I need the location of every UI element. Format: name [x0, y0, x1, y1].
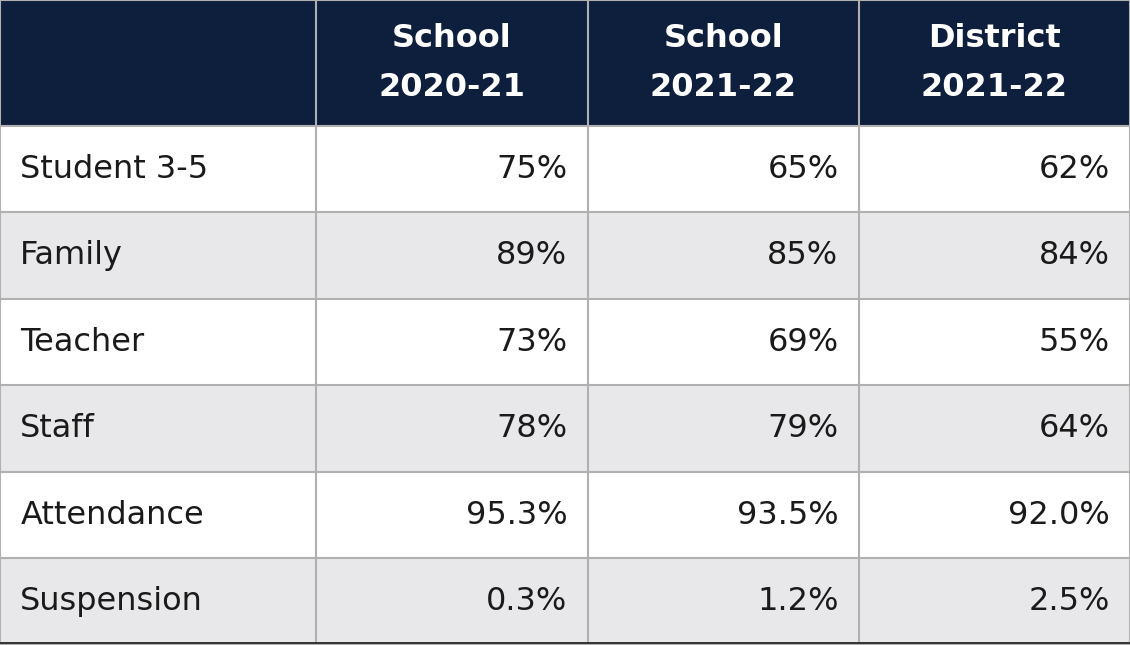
Bar [859, 126, 1130, 212]
Text: 62%: 62% [1038, 154, 1110, 184]
Text: School: School [663, 23, 783, 54]
Bar [0, 0, 316, 126]
Text: 2021-22: 2021-22 [921, 72, 1068, 103]
Text: 69%: 69% [767, 326, 838, 357]
Bar [0, 212, 316, 299]
Bar [316, 212, 588, 299]
Bar [859, 299, 1130, 386]
Bar [588, 0, 859, 126]
Text: District: District [928, 23, 1061, 54]
Text: Teacher: Teacher [20, 326, 145, 357]
Text: Attendance: Attendance [20, 500, 205, 531]
Text: 95.3%: 95.3% [466, 500, 567, 531]
Text: 84%: 84% [1038, 240, 1110, 271]
Bar [316, 472, 588, 559]
Text: 92.0%: 92.0% [1008, 500, 1110, 531]
Text: Family: Family [20, 240, 123, 271]
Text: 78%: 78% [496, 413, 567, 444]
Bar [316, 559, 588, 645]
Bar [316, 0, 588, 126]
Bar [588, 212, 859, 299]
Text: 0.3%: 0.3% [486, 586, 567, 617]
Text: Suspension: Suspension [20, 586, 203, 617]
Bar [859, 386, 1130, 472]
Bar [0, 126, 316, 212]
Bar [0, 472, 316, 559]
Text: Staff: Staff [20, 413, 95, 444]
Text: School: School [392, 23, 512, 54]
Text: 2021-22: 2021-22 [650, 72, 797, 103]
Text: 2.5%: 2.5% [1028, 586, 1110, 617]
Text: 93.5%: 93.5% [737, 500, 838, 531]
Text: Student 3-5: Student 3-5 [20, 154, 208, 184]
Bar [0, 299, 316, 386]
Bar [588, 299, 859, 386]
Bar [588, 126, 859, 212]
Text: 1.2%: 1.2% [757, 586, 838, 617]
Bar [0, 559, 316, 645]
Text: 55%: 55% [1038, 326, 1110, 357]
Bar [588, 386, 859, 472]
Bar [859, 0, 1130, 126]
Bar [859, 559, 1130, 645]
Text: 64%: 64% [1038, 413, 1110, 444]
Text: 73%: 73% [496, 326, 567, 357]
Bar [316, 299, 588, 386]
Text: 65%: 65% [767, 154, 838, 184]
Bar [316, 126, 588, 212]
Bar [588, 472, 859, 559]
Bar [859, 212, 1130, 299]
Bar [0, 386, 316, 472]
Text: 75%: 75% [496, 154, 567, 184]
Bar [588, 559, 859, 645]
Text: 85%: 85% [767, 240, 838, 271]
Bar [316, 386, 588, 472]
Text: 89%: 89% [496, 240, 567, 271]
Bar [859, 472, 1130, 559]
Text: 79%: 79% [767, 413, 838, 444]
Text: 2020-21: 2020-21 [379, 72, 525, 103]
